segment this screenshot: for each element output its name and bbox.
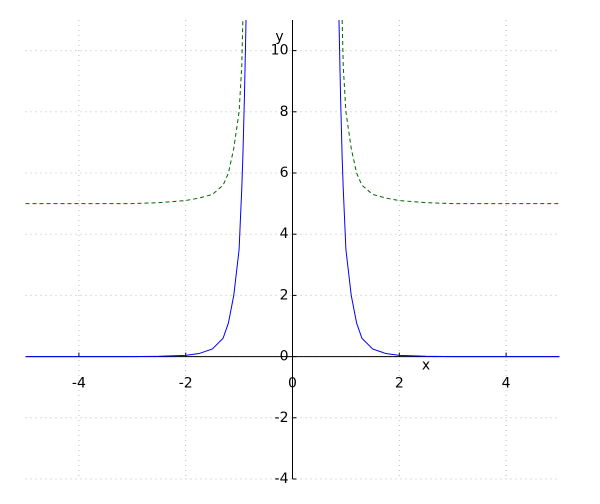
- y-tick-label: 2: [280, 287, 289, 303]
- x-tick-label: 4: [502, 376, 511, 392]
- y-tick-label: -4: [275, 471, 289, 487]
- y-tick-label: 8: [280, 104, 289, 120]
- x-tick-label: 2: [395, 376, 404, 392]
- curve: [25, 20, 560, 205]
- x-axis-label: x: [422, 358, 430, 374]
- x-tick-label: -2: [179, 376, 193, 392]
- y-tick-label: 6: [280, 165, 289, 181]
- y-tick-label: -2: [275, 410, 289, 426]
- y-tick-label: 4: [280, 226, 289, 242]
- y-axis-label: y: [275, 29, 283, 45]
- curve: [25, 20, 560, 358]
- x-tick-label: -4: [72, 376, 86, 392]
- y-tick-label: 10: [271, 43, 289, 59]
